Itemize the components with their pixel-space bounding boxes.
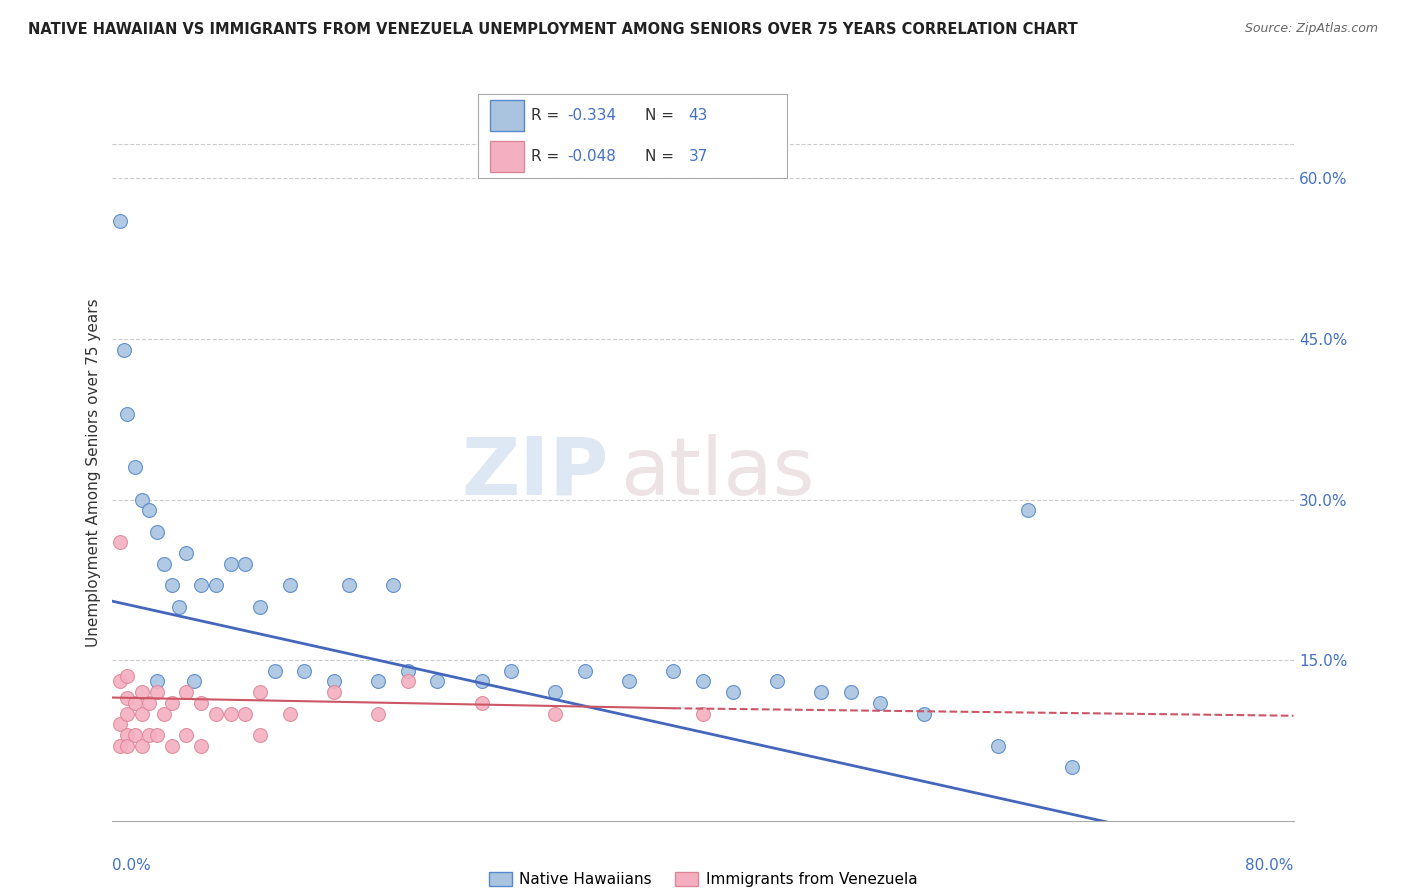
Point	[146, 524, 169, 539]
Point	[190, 696, 212, 710]
Text: 0.0%: 0.0%	[112, 858, 152, 873]
Point	[153, 557, 176, 571]
Point	[124, 460, 146, 475]
Text: 37: 37	[689, 149, 707, 164]
Text: R =: R =	[530, 108, 564, 123]
Text: -0.334: -0.334	[568, 108, 617, 123]
Text: R =: R =	[530, 149, 564, 164]
Point	[117, 669, 138, 683]
Point	[117, 706, 138, 721]
Point	[367, 706, 389, 721]
Point	[662, 664, 685, 678]
Text: ZIP: ZIP	[461, 434, 609, 512]
Point	[692, 706, 714, 721]
Point	[131, 492, 153, 507]
Point	[544, 706, 567, 721]
Point	[146, 685, 169, 699]
Point	[249, 728, 271, 742]
Text: 80.0%: 80.0%	[1246, 858, 1294, 873]
Text: 43: 43	[689, 108, 707, 123]
Point	[233, 557, 256, 571]
Point	[810, 685, 832, 699]
Point	[839, 685, 862, 699]
Point	[117, 728, 138, 742]
Point	[278, 706, 301, 721]
Point	[501, 664, 523, 678]
Point	[138, 728, 160, 742]
Point	[914, 706, 936, 721]
Point	[382, 578, 405, 592]
Point	[108, 214, 131, 228]
Point	[233, 706, 256, 721]
Point	[323, 674, 346, 689]
Point	[131, 739, 153, 753]
Point	[219, 557, 242, 571]
Point	[190, 739, 212, 753]
Point	[987, 739, 1010, 753]
Point	[108, 717, 131, 731]
Y-axis label: Unemployment Among Seniors over 75 years: Unemployment Among Seniors over 75 years	[86, 299, 101, 647]
Bar	[491, 101, 524, 131]
Point	[264, 664, 287, 678]
Point	[278, 578, 301, 592]
Point	[131, 706, 153, 721]
Point	[112, 343, 135, 357]
Point	[124, 728, 146, 742]
Point	[190, 578, 212, 592]
Text: N =: N =	[645, 149, 679, 164]
Point	[766, 674, 789, 689]
Text: N =: N =	[645, 108, 679, 123]
Point	[619, 674, 641, 689]
Point	[160, 696, 183, 710]
Point	[396, 674, 419, 689]
Point	[146, 674, 169, 689]
Point	[174, 685, 197, 699]
Point	[205, 706, 228, 721]
Point	[153, 706, 176, 721]
Point	[160, 739, 183, 753]
Point	[138, 503, 160, 517]
Point	[108, 674, 131, 689]
Point	[131, 685, 153, 699]
Point	[574, 664, 596, 678]
Legend: Native Hawaiians, Immigrants from Venezuela: Native Hawaiians, Immigrants from Venezu…	[482, 866, 924, 892]
Point	[249, 599, 271, 614]
Point	[323, 685, 346, 699]
Point	[117, 690, 138, 705]
Point	[869, 696, 891, 710]
Point	[219, 706, 242, 721]
Text: -0.048: -0.048	[568, 149, 617, 164]
Point	[108, 739, 131, 753]
Point	[117, 407, 138, 421]
Point	[205, 578, 228, 592]
Point	[544, 685, 567, 699]
Point	[138, 696, 160, 710]
Point	[108, 535, 131, 549]
Text: atlas: atlas	[620, 434, 814, 512]
Point	[367, 674, 389, 689]
Point	[249, 685, 271, 699]
Point	[174, 546, 197, 560]
Point	[292, 664, 315, 678]
Point	[426, 674, 449, 689]
Text: NATIVE HAWAIIAN VS IMMIGRANTS FROM VENEZUELA UNEMPLOYMENT AMONG SENIORS OVER 75 : NATIVE HAWAIIAN VS IMMIGRANTS FROM VENEZ…	[28, 22, 1078, 37]
Point	[337, 578, 360, 592]
Point	[1017, 503, 1039, 517]
Point	[183, 674, 205, 689]
Point	[396, 664, 419, 678]
Point	[167, 599, 190, 614]
Point	[721, 685, 744, 699]
Point	[1062, 760, 1084, 774]
Point	[160, 578, 183, 592]
Point	[146, 728, 169, 742]
Point	[470, 674, 494, 689]
Point	[174, 728, 197, 742]
Point	[470, 696, 494, 710]
Text: Source: ZipAtlas.com: Source: ZipAtlas.com	[1244, 22, 1378, 36]
Bar	[491, 141, 524, 171]
Point	[692, 674, 714, 689]
Point	[117, 739, 138, 753]
Point	[124, 696, 146, 710]
